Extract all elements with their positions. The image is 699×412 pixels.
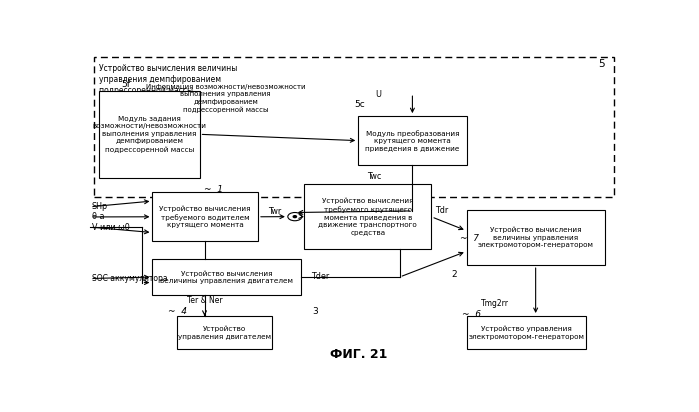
Text: Информация возможности/невозможности
выполнения управления
демпфированием
подрес: Информация возможности/невозможности вып… [146,84,305,113]
Text: Устройство вычисления
требуемого крутящего
момента приведения в
движение транспо: Устройство вычисления требуемого крутяще… [318,198,417,236]
Text: Устройство вычисления
величины управления двигателем: Устройство вычисления величины управлени… [160,270,294,284]
Text: Tdr: Tdr [435,206,449,215]
Text: θ a: θ a [92,213,104,221]
Text: U: U [375,90,381,99]
Text: Модуль задания
возможности/невозможности
выполнения управления
демпфированием
по: Модуль задания возможности/невозможности… [92,116,206,152]
Text: Устройство вычисления
величины управления
электромотором-генератором: Устройство вычисления величины управлени… [477,227,593,248]
Text: SHp: SHp [92,202,108,211]
Text: SOC аккумулятора: SOC аккумулятора [92,274,167,283]
Text: 5c: 5c [354,101,365,110]
Text: V или ω0: V или ω0 [92,222,129,232]
Text: ~  6: ~ 6 [462,310,481,319]
Text: 2: 2 [451,270,456,279]
Circle shape [294,215,296,218]
Text: 5f: 5f [121,80,130,89]
Text: Устройство
управления двигателем: Устройство управления двигателем [178,325,271,339]
Text: Модуль преобразования
крутящего момента
приведения в движение: Модуль преобразования крутящего момента … [365,130,460,152]
Text: Устройство управления
электромотором-генератором: Устройство управления электромотором-ген… [468,325,584,339]
FancyBboxPatch shape [467,316,586,349]
Text: Tder: Tder [311,272,329,281]
Text: 3: 3 [312,307,318,316]
Text: ~  4: ~ 4 [168,307,187,316]
Text: ~  1: ~ 1 [204,185,223,194]
Text: ФИГ. 21: ФИГ. 21 [329,348,387,361]
Text: Ter & Ner: Ter & Ner [187,296,222,305]
FancyBboxPatch shape [304,184,431,249]
FancyBboxPatch shape [99,91,199,178]
Text: Tmg2rr: Tmg2rr [481,300,509,308]
Text: Устройство вычисления
требуемого водителем
крутящего момента: Устройство вычисления требуемого водител… [159,206,251,228]
FancyBboxPatch shape [359,116,467,165]
FancyBboxPatch shape [152,259,301,295]
Text: ~  7: ~ 7 [460,234,479,243]
Text: 5: 5 [598,59,605,69]
FancyBboxPatch shape [177,316,271,349]
Text: Twc: Twc [367,173,381,181]
FancyBboxPatch shape [152,192,258,241]
Text: Twr: Twr [268,207,281,216]
Text: Устройство вычисления величины
управления демпфированием
подрессоренной массы: Устройство вычисления величины управлени… [99,64,238,95]
FancyBboxPatch shape [467,210,605,265]
